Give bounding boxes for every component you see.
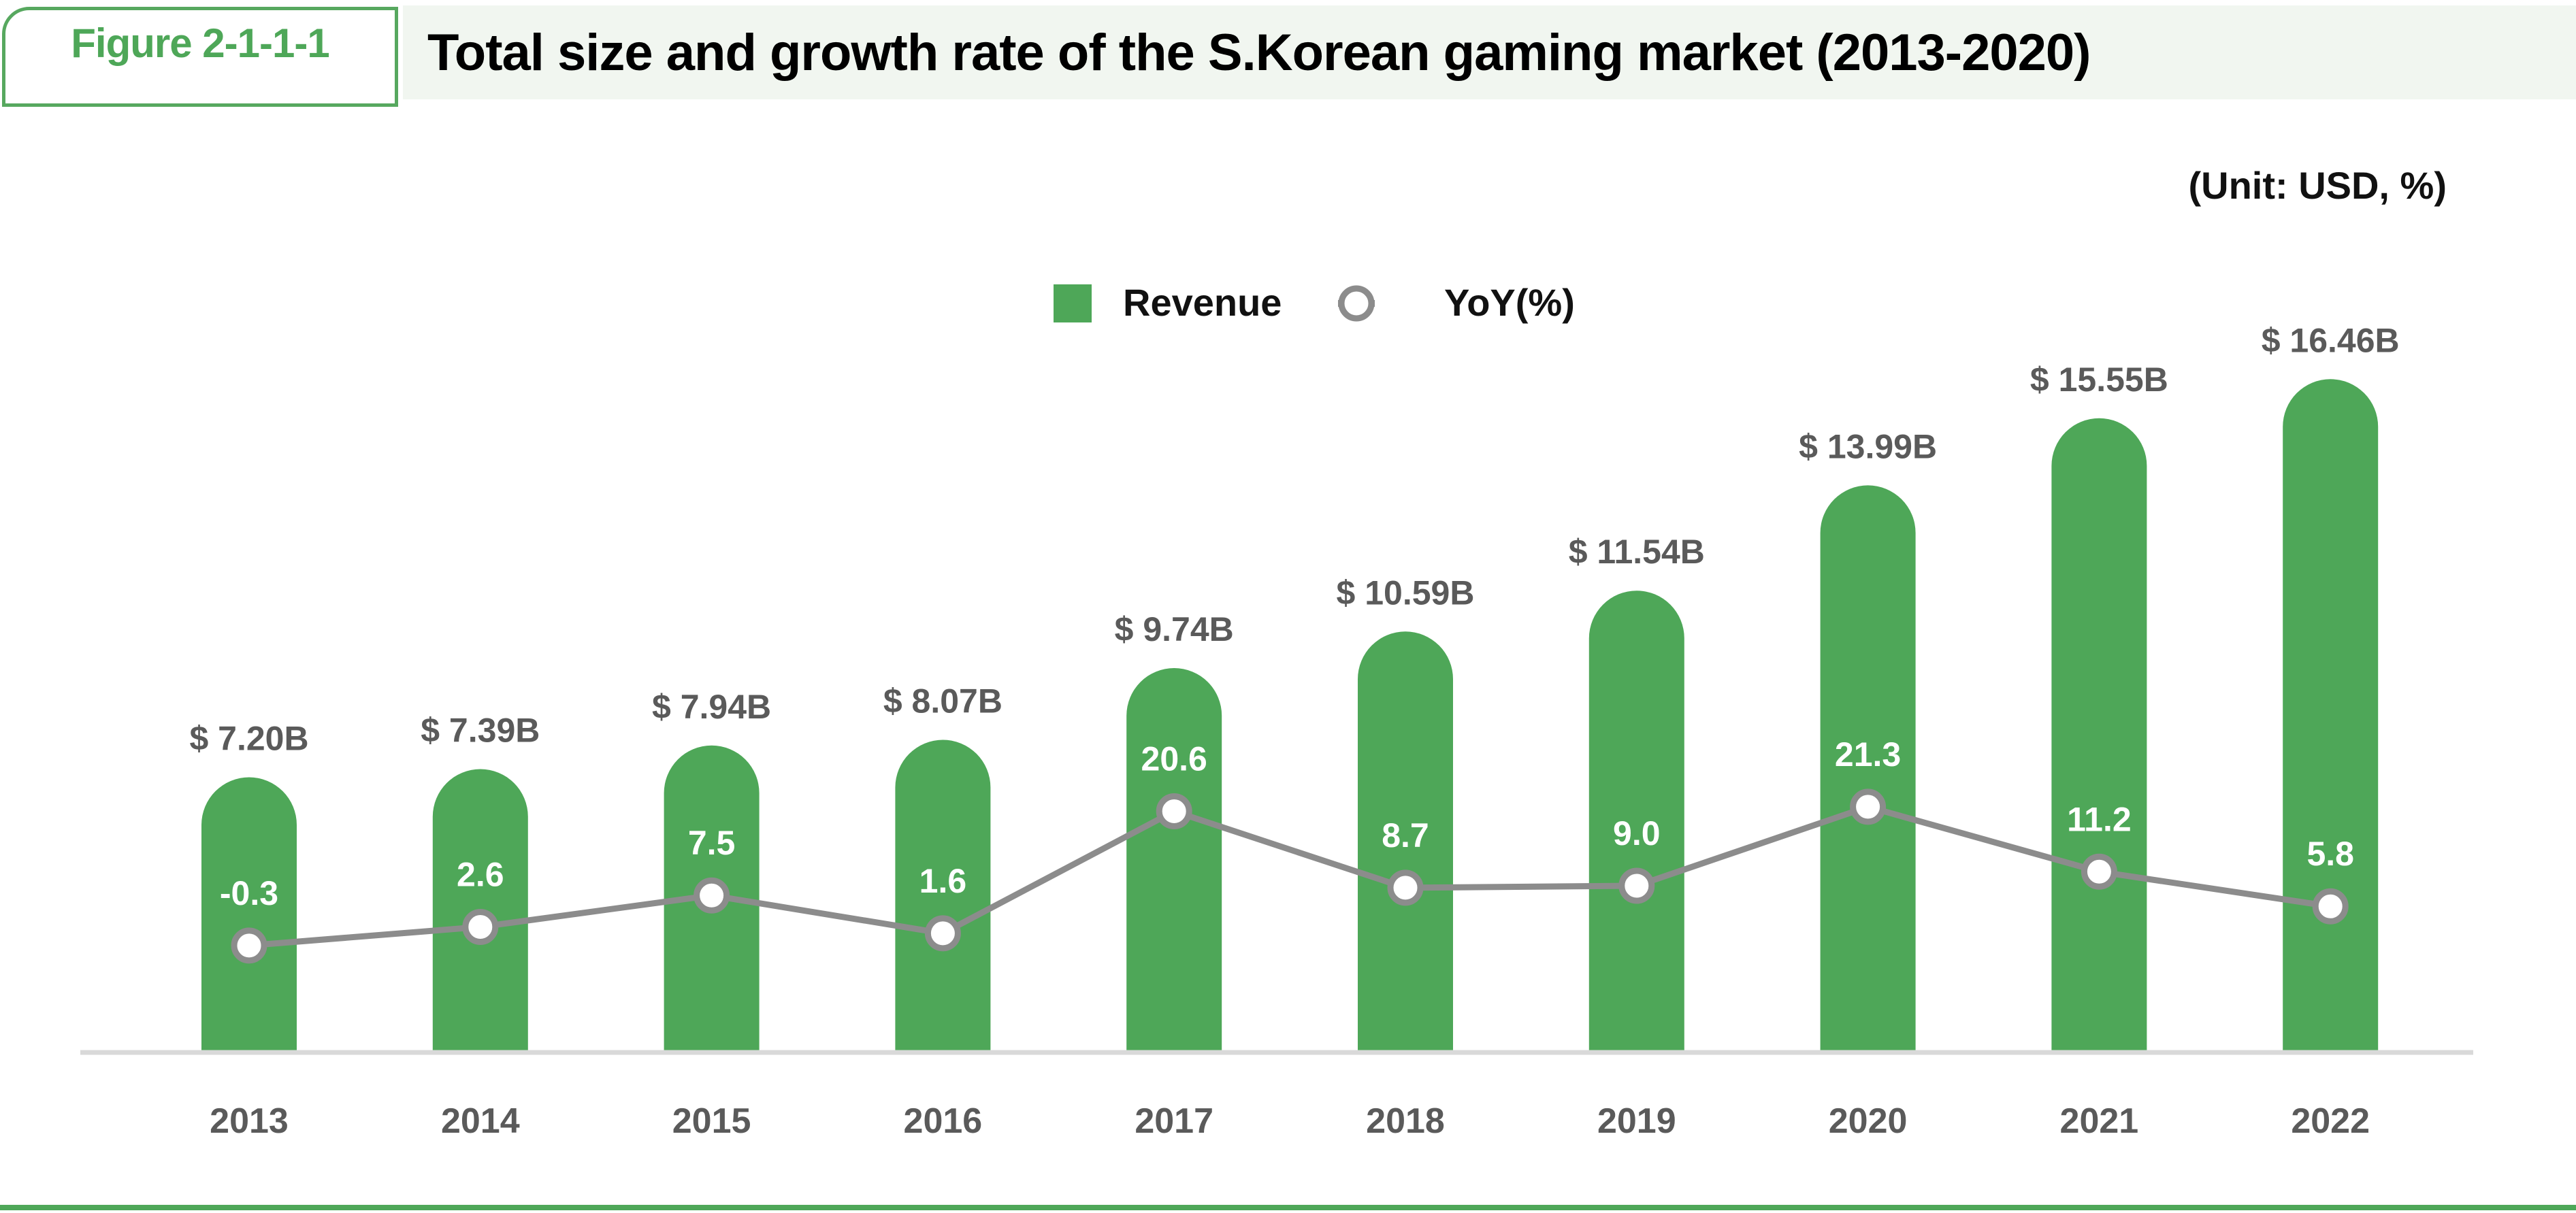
x-tick-2018: 2018 (1366, 1101, 1445, 1141)
yoy-point-2021 (2081, 853, 2117, 890)
x-tick-2016: 2016 (904, 1101, 983, 1141)
yoy-label-2014: 2.6 (457, 855, 504, 893)
legend-yoy-label: YoY(%) (1444, 281, 1575, 324)
title-bar: Total size and growth rate of the S.Kore… (403, 5, 2576, 99)
yoy-label-2018: 8.7 (1382, 816, 1429, 854)
yoy-label-2015: 7.5 (688, 824, 736, 862)
bottom-rule (0, 1205, 2576, 1210)
bar-2013 (201, 777, 297, 1052)
legend-yoy-marker (1338, 285, 1375, 322)
figure-tag: Figure 2-1-1-1 (2, 7, 398, 107)
yoy-point-2014 (462, 908, 499, 945)
figure-number: Figure 2-1-1-1 (71, 20, 329, 66)
bar-2018 (1358, 631, 1453, 1052)
yoy-point-2022 (2312, 888, 2349, 925)
labels: $ 7.20B 2013 $ 7.39B 2014 $ 7.94B 2015 $ 8.07B… (189, 321, 2399, 1141)
bar-2019 (1588, 591, 1684, 1052)
yoy-label-2020: 21.3 (1835, 735, 1901, 774)
x-tick-2020: 2020 (1829, 1101, 1908, 1141)
revenue-label-2022: $ 16.46B (2262, 321, 2400, 359)
bar-2020 (1820, 485, 1916, 1052)
yoy-line (248, 803, 2331, 949)
yoy-point-2017 (1156, 793, 1192, 830)
revenue-label-2018: $ 10.59B (1337, 574, 1475, 612)
yoy-point-2019 (1618, 867, 1655, 904)
revenue-label-2021: $ 15.55B (2030, 361, 2168, 399)
legend: Revenue YoY(%) (1054, 281, 1575, 324)
x-tick-2021: 2021 (2060, 1101, 2139, 1141)
yoy-point-2016 (924, 915, 961, 952)
yoy-label-2017: 20.6 (1141, 740, 1207, 778)
yoy-point-2020 (1850, 788, 1887, 825)
revenue-label-2019: $ 11.54B (1569, 533, 1705, 571)
revenue-label-2013: $ 7.20B (189, 720, 308, 758)
chart-title: Total size and growth rate of the S.Kore… (427, 23, 2091, 82)
revenue-label-2020: $ 13.99B (1799, 427, 1937, 465)
revenue-label-2014: $ 7.39B (421, 712, 540, 750)
x-tick-2014: 2014 (441, 1101, 520, 1141)
yoy-point-2015 (694, 877, 730, 914)
yoy-line-layer (231, 788, 2349, 964)
yoy-label-2021: 11.2 (2067, 800, 2132, 838)
x-tick-2013: 2013 (210, 1101, 289, 1141)
bar-2021 (2051, 418, 2147, 1052)
bar-2017 (1126, 667, 1222, 1052)
bars (201, 379, 2379, 1052)
bar-2016 (895, 740, 991, 1052)
yoy-label-2016: 1.6 (919, 862, 967, 900)
yoy-label-2022: 5.8 (2306, 835, 2354, 873)
revenue-label-2017: $ 9.74B (1115, 610, 1234, 648)
revenue-label-2016: $ 8.07B (883, 682, 1002, 720)
yoy-label-2013: -0.3 (220, 874, 278, 912)
yoy-label-2019: 9.0 (1613, 814, 1661, 852)
yoy-point-2018 (1387, 869, 1424, 906)
x-tick-2022: 2022 (2291, 1101, 2370, 1141)
x-tick-2015: 2015 (672, 1101, 751, 1141)
yoy-point-2013 (231, 927, 267, 964)
legend-revenue-swatch (1054, 284, 1092, 322)
x-tick-2017: 2017 (1135, 1101, 1213, 1141)
legend-revenue-label: Revenue (1123, 281, 1282, 324)
revenue-label-2015: $ 7.94B (652, 688, 771, 726)
x-tick-2019: 2019 (1597, 1101, 1676, 1141)
unit-note: (Unit: USD, %) (2188, 164, 2447, 207)
bar-2022 (2283, 379, 2379, 1052)
